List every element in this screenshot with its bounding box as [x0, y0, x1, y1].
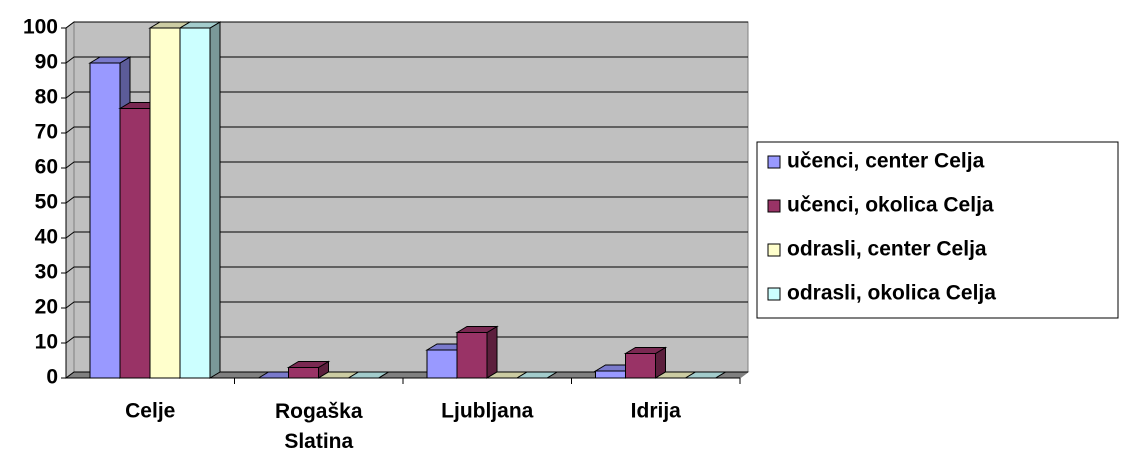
- y-tick-label: 40: [35, 226, 58, 249]
- x-tick-label: Celje: [125, 400, 175, 423]
- legend-swatch: [767, 199, 781, 213]
- y-tick-label: 20: [35, 296, 58, 319]
- bar-front: [288, 367, 319, 379]
- y-tick-label: 100: [23, 16, 58, 39]
- bar-side: [486, 325, 498, 379]
- y-tick-label: 0: [46, 366, 58, 389]
- bar-top: [515, 371, 559, 379]
- legend-swatch: [767, 155, 781, 169]
- bar-front: [89, 62, 121, 379]
- legend-swatch: [767, 287, 781, 301]
- legend-label: odrasli, okolica Celja: [787, 282, 996, 305]
- y-tick-label: 60: [35, 156, 58, 179]
- bar-top: [683, 371, 728, 379]
- grid-line: [65, 91, 748, 99]
- legend-swatch: [767, 243, 781, 257]
- y-tick-label: 90: [35, 51, 58, 74]
- y-tick-label: 80: [35, 86, 58, 109]
- y-tick-label: 30: [35, 261, 58, 284]
- x-tick-label: Idrija: [631, 400, 682, 423]
- bar: [623, 346, 668, 379]
- bar-side: [209, 21, 221, 379]
- legend-label: učenci, okolica Celja: [787, 194, 994, 217]
- grid-line: [65, 56, 748, 64]
- bar-front: [179, 27, 211, 379]
- legend-box: [756, 141, 1119, 319]
- y-tick-label: 10: [35, 331, 58, 354]
- legend-label: učenci, center Celja: [787, 150, 985, 173]
- legend-label: odrasli, center Celja: [787, 238, 987, 261]
- bar: [683, 371, 728, 379]
- y-tick-label: 70: [35, 121, 58, 144]
- y-tick-label: 50: [35, 191, 58, 214]
- bar-front: [119, 108, 151, 379]
- bar: [515, 371, 559, 379]
- bar-top: [346, 371, 391, 379]
- grid-line: [65, 231, 748, 239]
- grid-line: [65, 21, 748, 29]
- grid-line: [65, 336, 748, 344]
- grid-line: [65, 301, 748, 309]
- bar: [178, 21, 222, 379]
- grid-line: [65, 126, 748, 134]
- bar-front: [426, 349, 458, 379]
- grid-line: [65, 196, 748, 204]
- bar: [455, 325, 499, 379]
- bar-front: [595, 370, 626, 379]
- grid-line: [65, 161, 748, 169]
- bar-front: [625, 353, 656, 379]
- bar-front: [149, 27, 181, 379]
- bar-front: [456, 332, 488, 379]
- grid-line: [65, 266, 748, 274]
- bar: [346, 371, 391, 379]
- x-tick-label: Rogaška Slatina: [275, 400, 363, 453]
- bar: [286, 360, 331, 379]
- x-tick-label: Ljubljana: [441, 400, 533, 423]
